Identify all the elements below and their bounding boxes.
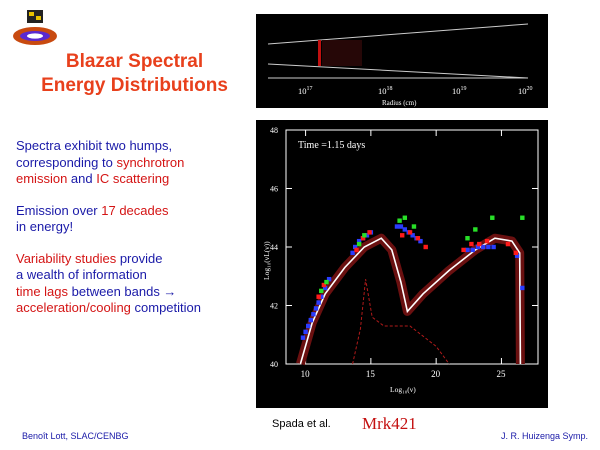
- y-tick-label: 42: [270, 302, 278, 311]
- time-annotation: Time =1.15 days: [298, 140, 365, 151]
- svg-text:1019: 1019: [452, 86, 467, 96]
- data-point: [303, 329, 308, 335]
- svg-text:1018: 1018: [378, 86, 393, 96]
- svg-text:1020: 1020: [518, 86, 533, 96]
- data-point: [477, 241, 482, 247]
- data-point: [394, 224, 400, 229]
- x-axis-label: Log₁₀(ν): [390, 385, 416, 394]
- data-point: [486, 244, 491, 250]
- data-point: [490, 215, 495, 220]
- data-point: [520, 215, 525, 220]
- data-point: [475, 244, 481, 250]
- data-point: [465, 247, 470, 253]
- data-point: [491, 244, 496, 250]
- data-point: [300, 335, 306, 340]
- data-point: [410, 233, 415, 238]
- footer-event: J. R. Huizenga Symp.: [500, 431, 588, 441]
- data-point: [513, 250, 519, 256]
- footer-author: Benoît Lott, SLAC/CENBG: [22, 431, 129, 441]
- data-point: [400, 233, 405, 238]
- x-tick-label: 25: [496, 369, 506, 379]
- data-point: [397, 218, 402, 223]
- jet-upper-edge: [267, 23, 529, 45]
- data-point: [362, 233, 367, 238]
- data-point: [360, 236, 366, 241]
- jet-geometry-figure: 1017 1018 1019 1020 Radius (cm): [256, 14, 548, 108]
- data-point: [398, 224, 404, 229]
- data-point: [350, 250, 355, 256]
- data-point: [473, 227, 478, 232]
- data-point: [411, 224, 417, 229]
- sed-plot: Time =1.15 days Log₁₀(ν) Log₁₀(νL(ν)) 10…: [256, 120, 548, 408]
- data-point: [313, 306, 319, 311]
- x-tick-label: 15: [366, 369, 376, 379]
- jet-lower-edge: [267, 63, 529, 79]
- data-point: [364, 233, 370, 238]
- source-name: Mrk421: [362, 414, 417, 433]
- data-point: [461, 247, 466, 253]
- y-tick-label: 48: [270, 126, 278, 135]
- data-point: [311, 312, 316, 317]
- data-point: [480, 244, 486, 250]
- data-point: [514, 253, 520, 258]
- data-point: [465, 236, 470, 241]
- x-tick-label: 10: [301, 369, 311, 379]
- data-point: [319, 294, 324, 299]
- y-tick-label: 44: [270, 243, 278, 252]
- data-point: [423, 244, 428, 250]
- data-point: [321, 282, 327, 288]
- jet-xlabel: Radius (cm): [382, 99, 417, 107]
- data-point: [469, 241, 474, 247]
- slide-bullets: Spectra exhibit two humps, corresponding…: [16, 138, 256, 332]
- slide-title: Blazar Spectral Energy Distributions: [41, 51, 228, 96]
- data-point: [354, 247, 359, 253]
- svg-text:1017: 1017: [298, 86, 313, 96]
- data-point: [324, 279, 329, 285]
- bullet-emission: Emission over 17 decades in energy!: [16, 202, 169, 235]
- data-point: [367, 230, 372, 235]
- bullet-spectra: Spectra exhibit two humps, corresponding…: [16, 138, 185, 186]
- jet-emission-zone: [318, 40, 321, 66]
- jet-radius-ticks: 1017 1018 1019 1020: [298, 86, 533, 96]
- data-point: [316, 300, 321, 305]
- y-tick-label: 46: [270, 185, 278, 194]
- data-point: [418, 238, 423, 244]
- data-point: [305, 323, 311, 329]
- data-point: [322, 285, 328, 291]
- glast-logo: [10, 8, 60, 50]
- data-point: [505, 241, 511, 247]
- data-point: [319, 288, 324, 294]
- flare-component-curve: [352, 279, 450, 365]
- data-point: [520, 285, 525, 291]
- data-point: [470, 247, 475, 253]
- data-point: [402, 215, 408, 220]
- data-point: [415, 236, 421, 241]
- data-point: [353, 244, 358, 250]
- data-point: [356, 238, 362, 244]
- y-axis-label: Log₁₀(νL(ν)): [262, 241, 271, 280]
- data-point: [326, 276, 332, 282]
- credit-text: Spada et al.: [272, 418, 331, 430]
- data-point: [402, 227, 408, 232]
- data-point: [316, 294, 321, 299]
- y-tick-label: 40: [270, 360, 278, 369]
- x-tick-label: 20: [431, 369, 441, 379]
- data-point: [484, 238, 490, 244]
- bullet-variability: Variability studies provide a wealth of …: [16, 250, 201, 316]
- data-point: [308, 317, 314, 323]
- data-point: [356, 241, 362, 247]
- plot-frame: [285, 129, 539, 365]
- data-point: [407, 230, 413, 235]
- model-curve: [299, 237, 522, 365]
- model-envelope: [296, 233, 525, 366]
